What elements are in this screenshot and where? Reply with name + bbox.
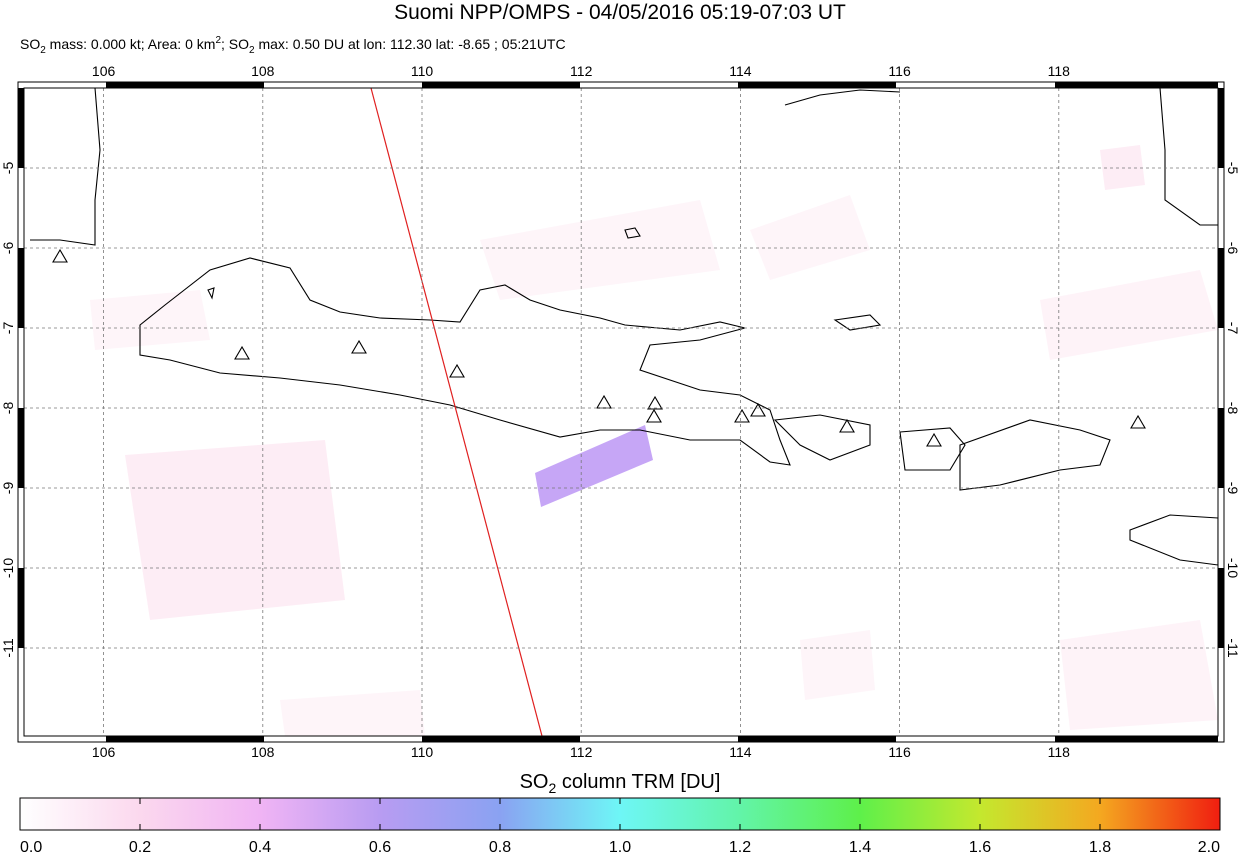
lat-tick-label: -10 xyxy=(0,558,16,578)
grid xyxy=(24,88,1218,736)
lat-tick-label: -10 xyxy=(1225,558,1239,578)
colorbar-tick-label: 1.8 xyxy=(1089,839,1111,855)
lon-tick-label: 114 xyxy=(729,744,752,760)
colorbar-tick-label: 1.4 xyxy=(849,839,871,855)
inner-frame xyxy=(23,87,1219,737)
subtitle: SO2 mass: 0.000 kt; Area: 0 km2; SO2 max… xyxy=(20,35,566,56)
colorbar-tick-label: 1.2 xyxy=(729,839,751,855)
lat-tick-label: -6 xyxy=(1225,242,1239,255)
lon-tick-label: 116 xyxy=(888,63,911,79)
lat-tick-label: -11 xyxy=(1225,638,1239,657)
colorbar-tick-label: 0.2 xyxy=(129,839,151,855)
lon-tick-label: 112 xyxy=(570,744,593,760)
colorbar-tick-label: 2.0 xyxy=(1198,839,1220,855)
lat-tick-label: -8 xyxy=(0,402,16,415)
lon-tick-label: 116 xyxy=(888,744,911,760)
lat-tick-label: -5 xyxy=(0,162,16,175)
frame-bars xyxy=(18,82,1224,742)
colorbar-tick-label: 1.6 xyxy=(969,839,991,855)
background xyxy=(24,88,1218,736)
lat-tick-label: -6 xyxy=(0,242,16,255)
faint-so2-pixels xyxy=(90,145,1218,736)
title: Suomi NPP/OMPS - 04/05/2016 05:19-07:03 … xyxy=(394,1,846,24)
lon-tick-label: 118 xyxy=(1048,63,1071,79)
lon-tick-label: 110 xyxy=(411,744,434,760)
outer-frame xyxy=(17,81,1225,743)
lat-tick-label: -11 xyxy=(0,638,16,657)
colorbar-tick-label: 0.4 xyxy=(249,839,271,855)
coastlines xyxy=(30,88,1218,566)
lon-tick-label: 106 xyxy=(92,744,116,760)
colorbar-tick-label: 0.6 xyxy=(369,839,391,855)
lon-tick-label: 114 xyxy=(729,63,752,79)
map-body xyxy=(24,88,1218,736)
lon-tick-label: 112 xyxy=(570,63,593,79)
colorbar-label: SO2 column TRM [DU] xyxy=(520,771,721,796)
lat-tick-label: -5 xyxy=(1225,162,1239,175)
lon-tick-label: 108 xyxy=(251,744,275,760)
colorbar-tick-label: 0.0 xyxy=(20,839,42,855)
lat-tick-label: -8 xyxy=(1225,402,1239,415)
lon-tick-label: 110 xyxy=(411,63,434,79)
lat-tick-label: -9 xyxy=(0,482,16,495)
lon-tick-label: 106 xyxy=(92,63,116,79)
lat-tick-label: -9 xyxy=(1225,482,1239,495)
colorbar-tick-label: 1.0 xyxy=(609,839,631,855)
lon-tick-label: 118 xyxy=(1048,744,1071,760)
colorbar-tick-label: 0.8 xyxy=(489,839,511,855)
lat-tick-label: -7 xyxy=(0,322,16,335)
lon-tick-label: 108 xyxy=(251,63,275,79)
so2-pixel xyxy=(535,425,653,507)
volcanoes xyxy=(52,248,1146,447)
orbit-track xyxy=(370,88,543,736)
lat-tick-label: -7 xyxy=(1225,322,1239,335)
